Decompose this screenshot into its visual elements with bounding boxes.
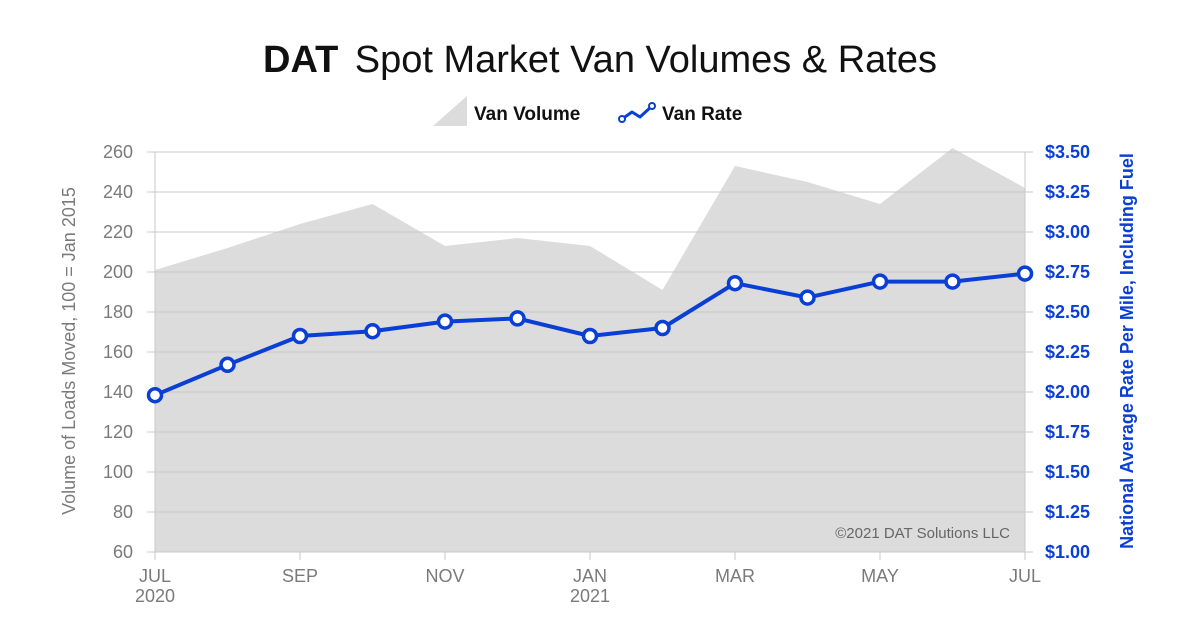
left-axis-title: Volume of Loads Moved, 100 = Jan 2015 xyxy=(59,187,79,515)
rate-point xyxy=(799,289,816,306)
y-tick-label: 80 xyxy=(113,502,133,522)
x-tick-label: MAY xyxy=(861,566,899,586)
y-right-tick-label: $3.00 xyxy=(1045,222,1090,242)
y-tick-label: 140 xyxy=(103,382,133,402)
legend-van-volume-label: Van Volume xyxy=(474,104,580,125)
rate-point xyxy=(364,322,381,340)
rate-point xyxy=(944,273,961,290)
rate-point xyxy=(509,310,526,327)
volume-area-layer xyxy=(155,148,1025,552)
rate-point xyxy=(436,313,454,330)
rate-point xyxy=(146,386,164,404)
left-axis: 60 80 100 120 140 160 180 200 220 240 260 xyxy=(103,142,133,562)
x-tick-label: MAR xyxy=(715,566,755,586)
y-tick-label: 100 xyxy=(103,462,133,482)
area-swatch-icon xyxy=(433,96,467,126)
volume-area xyxy=(155,148,1025,552)
legend: Van Volume Van Rate xyxy=(433,96,742,126)
copyright-text: ©2021 DAT Solutions LLC xyxy=(835,525,1010,542)
y-tick-label: 240 xyxy=(103,182,133,202)
legend-van-rate-label: Van Rate xyxy=(662,104,742,125)
y-tick-label: 180 xyxy=(103,302,133,322)
rate-line-layer xyxy=(146,265,1034,404)
rate-point xyxy=(654,319,671,337)
grid-layer xyxy=(147,151,1033,560)
y-right-tick-label: $1.25 xyxy=(1045,502,1090,522)
y-right-tick-label: $2.50 xyxy=(1045,302,1090,322)
y-right-tick-label: $1.75 xyxy=(1045,422,1090,442)
rate-point xyxy=(291,327,309,345)
x-tick-label-year: 2020 xyxy=(135,586,175,606)
y-tick-label: 200 xyxy=(103,262,133,282)
y-tick-label: 120 xyxy=(103,422,133,442)
rate-point xyxy=(581,327,599,345)
title-text: Spot Market Van Volumes & Rates xyxy=(355,39,937,81)
right-axis: $1.00 $1.25 $1.50 $1.75 $2.00 $2.25 $2.50 $2.75… xyxy=(1045,142,1090,562)
y-right-tick-label: $2.75 xyxy=(1045,262,1090,282)
y-right-tick-label: $3.25 xyxy=(1045,182,1090,202)
x-tick-label: JAN xyxy=(573,566,607,586)
y-tick-label: 220 xyxy=(103,222,133,242)
chart-title: DAT Spot Market Van Volumes & Rates xyxy=(263,39,937,81)
x-tick-label: SEP xyxy=(282,566,318,586)
y-right-tick-label: $2.00 xyxy=(1045,382,1090,402)
rate-point xyxy=(1016,265,1034,282)
y-right-tick-label: $2.25 xyxy=(1045,342,1090,362)
y-tick-label: 60 xyxy=(113,542,133,562)
y-right-tick-label: $1.00 xyxy=(1045,542,1090,562)
rate-point xyxy=(726,274,744,292)
x-tick-label: JUL xyxy=(1009,566,1041,586)
x-tick-label-year: 2021 xyxy=(570,586,610,606)
y-tick-label: 160 xyxy=(103,342,133,362)
x-tick-label: JUL xyxy=(139,566,171,586)
y-right-tick-label: $1.50 xyxy=(1045,462,1090,482)
x-tick-label: NOV xyxy=(425,566,464,586)
line-marker-icon xyxy=(618,102,656,123)
rate-point xyxy=(219,356,236,374)
title-brand: DAT xyxy=(263,39,338,81)
y-tick-label: 260 xyxy=(103,142,133,162)
y-right-tick-label: $3.50 xyxy=(1045,142,1090,162)
right-axis-title: National Average Rate Per Mile, Includin… xyxy=(1117,153,1137,549)
rate-point xyxy=(871,273,889,290)
